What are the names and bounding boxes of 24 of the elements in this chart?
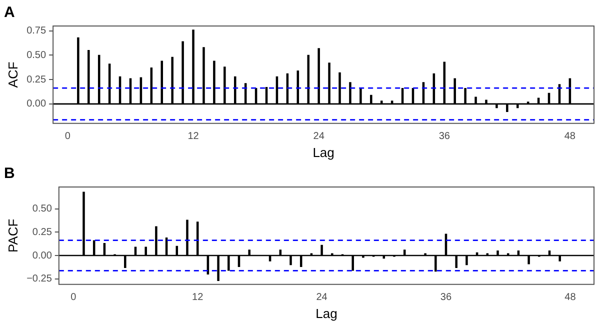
chart-title: A [4, 4, 15, 22]
y-tick-label: 0.50 [26, 50, 46, 61]
chart-title: B [4, 165, 15, 182]
y-tick-label: 0.25 [32, 226, 52, 238]
y-tick-label: 0.00 [26, 98, 46, 110]
x-tick-label: 12 [192, 292, 204, 304]
x-axis-title: Lag [316, 306, 338, 321]
y-tick-label: 0.75 [26, 26, 46, 37]
y-axis-title: PACF [5, 218, 20, 253]
y-tick-label: 0.00 [32, 250, 52, 262]
x-tick-label: 48 [564, 292, 576, 304]
x-tick-label: 12 [188, 131, 200, 142]
x-tick-label: 24 [313, 131, 325, 142]
x-tick-label: 36 [438, 131, 450, 142]
x-tick-label: 36 [440, 292, 452, 304]
x-tick-label: 48 [564, 131, 576, 142]
x-tick-label: 0 [70, 292, 77, 304]
y-tick-label: 0.50 [32, 204, 52, 215]
x-axis-title: Lag [312, 144, 334, 160]
y-tick-label: −0.25 [26, 274, 52, 285]
y-tick-label: 0.25 [26, 74, 46, 86]
y-axis-title: ACF [5, 62, 20, 88]
x-tick-label: 24 [316, 292, 328, 304]
x-tick-label: 0 [64, 131, 71, 142]
